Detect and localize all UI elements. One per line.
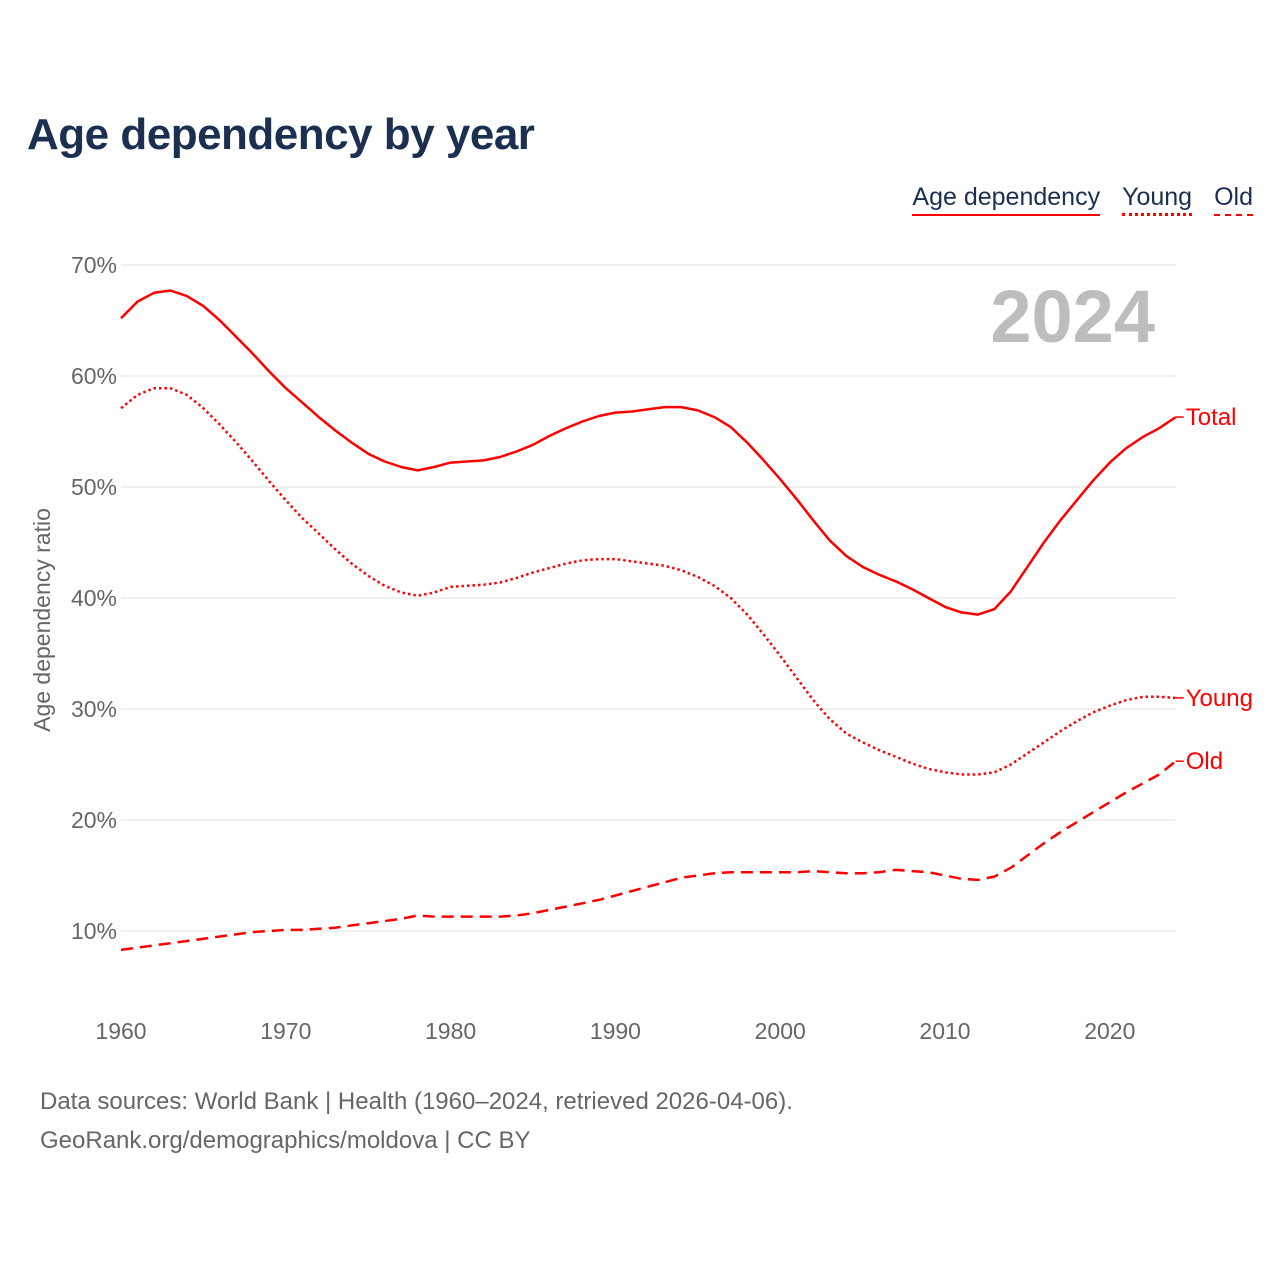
y-tick-label: 40% [71,585,117,611]
chart-title: Age dependency by year [27,110,535,159]
x-tick-label: 1960 [95,1018,146,1044]
y-tick-label: 50% [71,474,117,500]
x-tick-label: 1970 [260,1018,311,1044]
y-tick-label: 70% [71,252,117,278]
end-label-old: Old [1186,748,1223,775]
y-axis-label: Age dependency ratio [29,508,55,732]
x-tick-label: 1980 [425,1018,476,1044]
y-tick-label: 10% [71,918,117,944]
series-line-young [120,386,1176,776]
legend-item-old[interactable]: Old [1214,183,1253,216]
end-label-young: Young [1186,685,1253,712]
series-line-old [120,760,1177,952]
series-line-total [120,289,1177,616]
y-tick-label: 20% [71,807,117,833]
y-tick-label: 30% [71,696,117,722]
x-tick-label: 2000 [755,1018,806,1044]
year-label: 2024 [990,275,1155,358]
footer-credit[interactable]: GeoRank.org/demographics/moldova | CC BY [40,1127,531,1154]
footer-sources: Data sources: World Bank | Health (1960–… [40,1088,793,1115]
x-tick-label: 2010 [919,1018,970,1044]
legend-item-young[interactable]: Young [1122,183,1193,216]
legend: Age dependency Young Old [912,183,1253,216]
legend-item-total[interactable]: Age dependency [912,183,1101,216]
x-tick-label: 1990 [590,1018,641,1044]
y-tick-label: 60% [71,363,117,389]
end-label-total: Total [1186,404,1237,431]
x-tick-label: 2020 [1084,1018,1135,1044]
